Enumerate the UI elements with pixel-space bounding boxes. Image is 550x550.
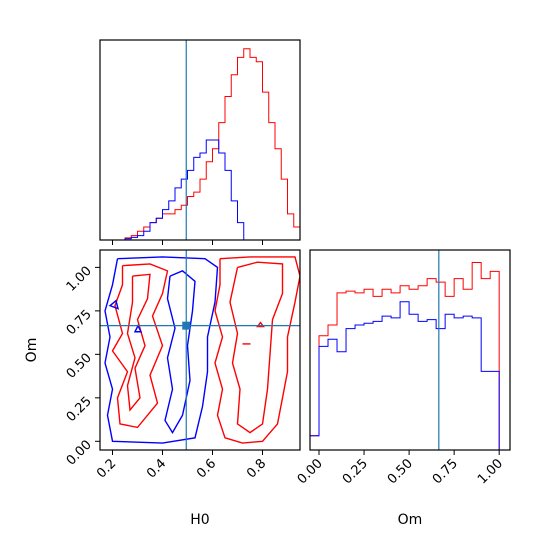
contour-y-tick-label: 1.00 bbox=[64, 264, 95, 295]
h0-hist-blue bbox=[100, 139, 300, 240]
om-hist-red bbox=[310, 262, 510, 450]
h0-histogram-panel bbox=[99, 39, 301, 245]
contour-truth-marker bbox=[182, 321, 191, 330]
x-axis-label-om: Om bbox=[398, 512, 423, 528]
contour-blue-inner bbox=[164, 270, 196, 434]
contour-red-left-inner bbox=[126, 273, 151, 412]
om-hist-frame bbox=[309, 249, 511, 451]
contour-frame bbox=[99, 249, 301, 451]
contour-lines bbox=[104, 256, 300, 444]
contour-red-inner bbox=[229, 261, 284, 434]
contour-red-outer bbox=[214, 256, 300, 444]
contour-y-tick-label: 0.00 bbox=[64, 438, 95, 469]
om-x-tick-label: 0.25 bbox=[340, 456, 371, 487]
h0-hist-red bbox=[100, 48, 300, 240]
om-x-tick-label: 1.00 bbox=[475, 456, 506, 487]
y-axis-label-om: Om bbox=[24, 338, 40, 363]
contour-blue-blob bbox=[133, 324, 143, 333]
om-x-tick-label: 0.75 bbox=[430, 456, 461, 487]
contour-y-tick-label: 0.75 bbox=[64, 307, 95, 338]
om-x-tick-label: 0.00 bbox=[295, 456, 326, 487]
contour-x-tick-label: 0.6 bbox=[194, 456, 219, 481]
h0-om-contour-panel: 0.2 0.4 0.6 0.8 0.00 0.25 0.50 0.75 1.00 bbox=[64, 249, 301, 481]
x-axis-label-h0: H0 bbox=[190, 512, 209, 528]
contour-x-tick-label: 0.4 bbox=[144, 456, 169, 481]
contour-y-tick-label: 0.25 bbox=[64, 394, 95, 425]
contour-blue-blob bbox=[108, 299, 120, 310]
contour-x-tick-label: 0.8 bbox=[244, 456, 269, 481]
contour-x-tick-label: 0.2 bbox=[94, 456, 119, 481]
contour-y-tick-label: 0.50 bbox=[64, 351, 95, 382]
om-hist-blue bbox=[310, 301, 510, 450]
om-histogram-panel: 0.00 0.25 0.50 0.75 1.00 bbox=[295, 249, 511, 487]
contour-blue-outer bbox=[104, 256, 219, 444]
contour-red-blob bbox=[256, 321, 265, 328]
h0-hist-frame bbox=[99, 39, 301, 241]
contour-red-left-outer bbox=[111, 263, 169, 429]
om-x-tick-label: 0.50 bbox=[385, 456, 416, 487]
